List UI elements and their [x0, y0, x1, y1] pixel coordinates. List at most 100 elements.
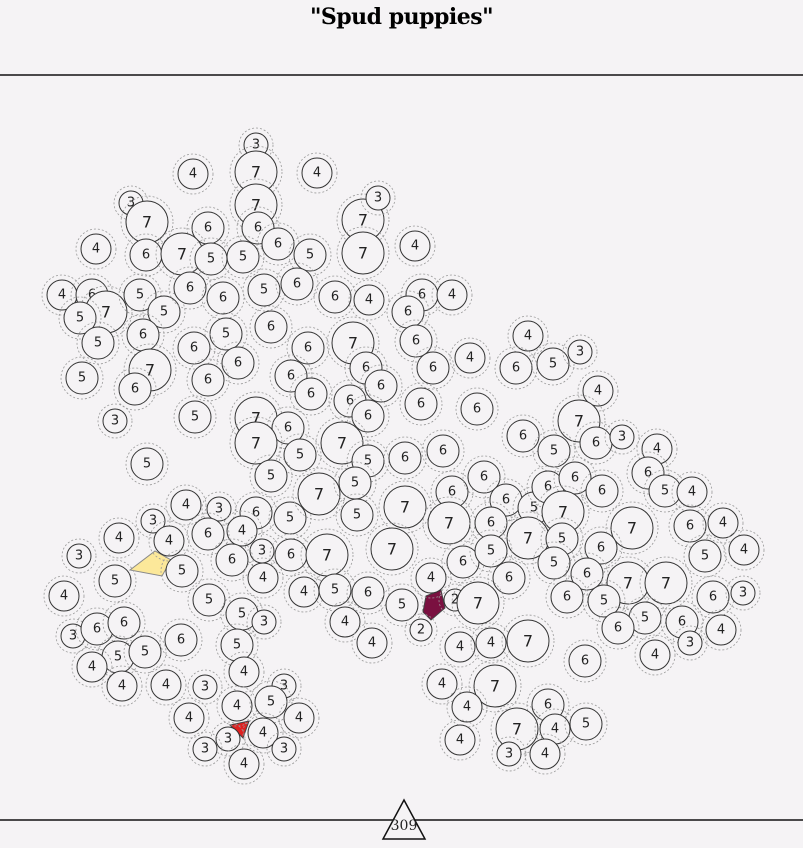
cell: [587, 584, 621, 618]
cell-number: 4: [233, 699, 241, 714]
cell-number: 4: [740, 543, 748, 558]
cell: [456, 581, 500, 625]
cell-number: 5: [701, 549, 709, 564]
cell: [475, 627, 507, 659]
cell-number: 6: [505, 571, 513, 586]
cell: [426, 434, 460, 468]
cell-number: 4: [541, 747, 549, 762]
cell-number: 4: [92, 242, 100, 257]
cell-number: 2: [451, 593, 459, 608]
halo: [410, 557, 452, 599]
cell-number: 6: [186, 281, 194, 296]
cell: [294, 377, 328, 411]
cell: [221, 346, 255, 380]
halo: [348, 279, 390, 321]
cell: [251, 609, 277, 635]
halo: [75, 228, 117, 270]
cell: [130, 447, 164, 481]
cell-number: 4: [717, 623, 725, 638]
cell-number: 4: [238, 524, 246, 539]
cell: [271, 736, 297, 762]
halo: [269, 354, 313, 398]
cell: [106, 670, 138, 702]
cell: [165, 554, 199, 588]
cell-number: 4: [295, 711, 303, 726]
cell: [102, 408, 128, 434]
cell-number: 5: [267, 469, 275, 484]
cell-number: 5: [233, 638, 241, 653]
cell: [164, 623, 198, 657]
cell-number: 6: [480, 470, 488, 485]
cell-number: 5: [600, 594, 608, 609]
halo: [455, 387, 499, 431]
cell: [66, 543, 92, 569]
cell: [584, 531, 618, 565]
cell-number: 4: [456, 733, 464, 748]
halo: [266, 731, 302, 767]
cell-number: 7: [177, 245, 187, 264]
cell-number: 6: [439, 444, 447, 459]
cell-number: 5: [260, 283, 268, 298]
cell-number: 3: [215, 502, 223, 517]
cell-number: 7: [627, 519, 637, 538]
cell-number: 4: [115, 531, 123, 546]
halo: [723, 529, 765, 571]
cell-number: 6: [544, 698, 552, 713]
cell: [226, 515, 258, 547]
cell-number: 6: [204, 373, 212, 388]
cell: [436, 279, 468, 311]
cell-number: 6: [678, 615, 686, 630]
cell: [98, 564, 132, 598]
cell-number: 5: [558, 532, 566, 547]
cell-number: 7: [358, 211, 368, 230]
cell: [356, 627, 388, 659]
halo: [187, 578, 231, 622]
halo: [221, 235, 265, 279]
cell-number: 5: [207, 252, 215, 267]
halo: [246, 604, 282, 640]
cell-number: 5: [550, 444, 558, 459]
region-maroon: [422, 589, 446, 621]
cell-number: 5: [549, 357, 557, 372]
cell-number: 6: [417, 397, 425, 412]
cell-number: 6: [131, 382, 139, 397]
cell-number: 7: [145, 361, 155, 380]
cell: [215, 543, 249, 577]
cell-number: 4: [368, 636, 376, 651]
cell: [329, 606, 361, 638]
halo: [187, 731, 223, 767]
cell: [177, 331, 211, 365]
cell: [81, 326, 115, 360]
cell-number: 6: [139, 328, 147, 343]
cell: [283, 702, 315, 734]
cell: [451, 691, 483, 723]
halo: [98, 517, 140, 559]
halo: [113, 367, 157, 411]
halo: [118, 273, 162, 317]
halo: [411, 346, 455, 390]
cell-number: 6: [709, 590, 717, 605]
cell-number: 6: [364, 409, 372, 424]
cell-number: 4: [182, 498, 190, 513]
cell: [247, 273, 281, 307]
cell-number: 7: [142, 213, 152, 232]
cell-number: 5: [136, 288, 144, 303]
cell-number: 4: [60, 589, 68, 604]
cell: [177, 158, 209, 190]
cell-number: 6: [519, 429, 527, 444]
cell-number: 5: [205, 593, 213, 608]
cell-number: 4: [118, 679, 126, 694]
cell: [404, 387, 438, 421]
halo: [636, 428, 678, 470]
cell-number: 4: [162, 678, 170, 693]
cell-number: 3: [576, 345, 584, 360]
halo: [145, 664, 187, 706]
cell-number: 3: [149, 514, 157, 529]
cell: [467, 460, 501, 494]
cell-number: 6: [331, 290, 339, 305]
halo: [242, 557, 284, 599]
cell: [473, 664, 517, 708]
halo: [249, 305, 293, 349]
halo: [501, 614, 555, 668]
